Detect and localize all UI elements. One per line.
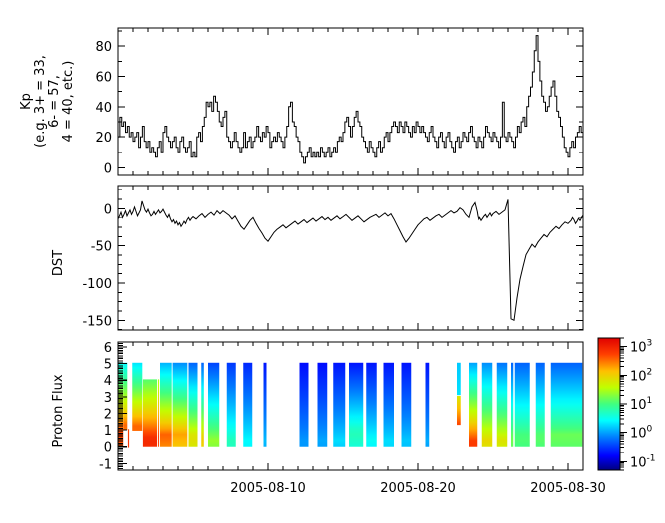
y-tick-label: 60 xyxy=(95,70,112,85)
y-axis-label-line: 6- = 57, xyxy=(47,75,62,128)
flux-band xyxy=(511,362,514,447)
y-tick-label: -50 xyxy=(91,240,112,255)
y-axis-label: Proton Flux xyxy=(51,374,66,447)
y-tick-label: 20 xyxy=(95,131,112,146)
dst-panel: 0 -50 -100 -150 DST xyxy=(51,185,584,331)
colorbar: 10-1 100 101 102 103 xyxy=(597,337,656,471)
flux-band xyxy=(457,362,461,396)
colorbar-tick-label: 100 xyxy=(630,425,653,442)
x-tick-label: 2005-08-20 xyxy=(380,481,456,496)
axes-frame xyxy=(117,341,584,471)
flux-band xyxy=(263,362,267,447)
y-axis-label-line: Kp xyxy=(19,93,34,110)
flux-band xyxy=(514,362,530,447)
colorbar-tick-label: 103 xyxy=(630,339,652,356)
kp-panel: 0 20 40 60 80 Kp (e.g. 3+ = 33, 6- = 57, 4 = 40,… xyxy=(19,27,584,176)
flux-band xyxy=(496,362,508,447)
y-axis-label-line: (e.g. 3+ = 33, xyxy=(33,55,48,148)
flux-band xyxy=(535,362,545,447)
x-tick-label: 2005-08-10 xyxy=(230,481,306,496)
flux-band xyxy=(127,429,130,448)
y-tick-label: -150 xyxy=(82,314,112,329)
flux-band xyxy=(401,362,412,447)
colorbar-tick-label: 101 xyxy=(630,396,652,413)
flux-band xyxy=(142,379,157,447)
y-tick-label: 0 xyxy=(104,202,112,217)
flux-band xyxy=(299,362,309,447)
y-tick-label: 2 xyxy=(104,407,112,422)
flux-band xyxy=(243,362,253,447)
flux-band xyxy=(157,379,160,447)
y-tick-label: -1 xyxy=(99,457,112,472)
y-tick-label: 3 xyxy=(104,391,112,406)
y-tick-label: 0 xyxy=(104,441,112,456)
flux-band xyxy=(425,362,430,447)
y-axis-label: DST xyxy=(51,250,66,276)
y-axis-label-line: 4 = 40, etc.) xyxy=(61,61,76,143)
axes-frame xyxy=(117,185,584,331)
flux-band xyxy=(172,362,188,447)
flux-band xyxy=(383,362,394,447)
flux-band xyxy=(333,362,346,447)
y-tick-label: 0 xyxy=(104,161,112,176)
flux-band xyxy=(349,362,364,447)
flux-band xyxy=(366,362,377,447)
data-series-line xyxy=(118,35,583,164)
flux-band xyxy=(317,362,328,447)
y-tick-label: 80 xyxy=(95,40,112,55)
flux-band xyxy=(550,362,583,447)
x-tick-label: 2005-08-30 xyxy=(530,481,606,496)
flux-band xyxy=(188,362,198,447)
proton-flux-panel: -10 1 23 45 6 2005-08-10 2005-08-20 2005-08-30 P… xyxy=(51,341,606,496)
flux-band xyxy=(208,362,220,447)
y-tick-label: 40 xyxy=(95,101,112,116)
flux-band xyxy=(201,362,204,447)
colorbar-tick-label: 102 xyxy=(630,367,652,384)
colorbar-gradient xyxy=(598,338,620,470)
y-tick-label: -100 xyxy=(82,277,112,292)
flux-band xyxy=(481,362,493,447)
data-series-line xyxy=(118,199,583,322)
y-tick-label: 5 xyxy=(104,358,112,373)
flux-band xyxy=(160,362,172,447)
flux-band xyxy=(457,396,461,426)
flux-band xyxy=(469,362,478,447)
flux-band xyxy=(132,362,143,431)
y-tick-label: 6 xyxy=(104,341,112,356)
axes-frame xyxy=(117,27,584,176)
flux-band xyxy=(226,362,236,447)
y-tick-label: 4 xyxy=(104,374,112,389)
colorbar-tick-label: 10-1 xyxy=(630,453,656,470)
y-axis-label: Kp (e.g. 3+ = 33, 6- = 57, 4 = 40, etc.) xyxy=(19,55,76,148)
y-tick-label: 1 xyxy=(104,424,112,439)
